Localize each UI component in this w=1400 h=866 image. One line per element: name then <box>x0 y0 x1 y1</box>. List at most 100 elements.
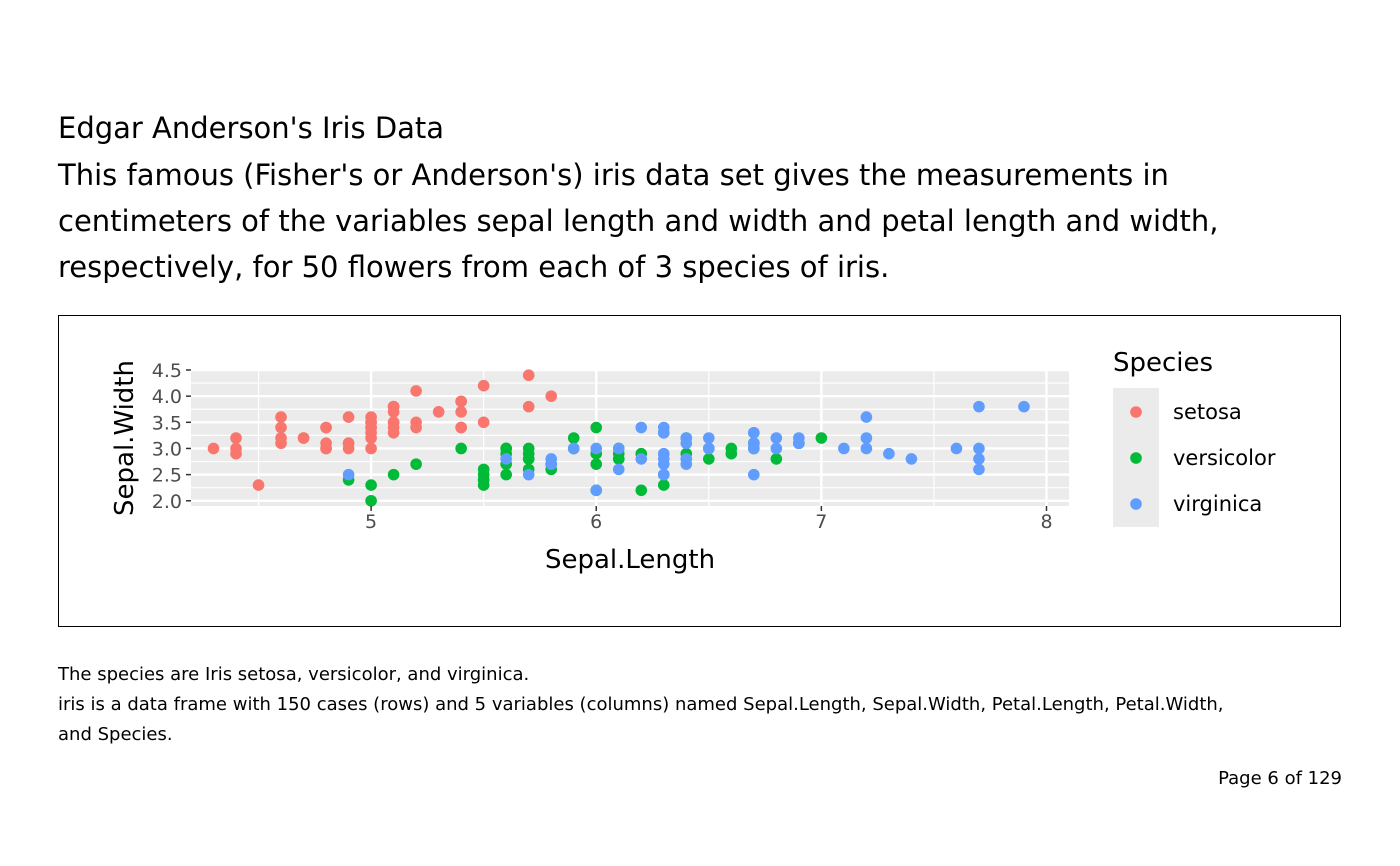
point-setosa <box>342 411 355 423</box>
point-setosa <box>230 442 242 455</box>
point-virginica <box>635 421 648 434</box>
legend-key-versicolor <box>1130 452 1142 464</box>
point-setosa <box>320 421 332 434</box>
point-virginica <box>973 400 985 413</box>
point-setosa <box>387 421 400 434</box>
point-virginica <box>860 432 873 444</box>
major-gridlines <box>191 368 1069 506</box>
y-tick-label: 2.5 <box>152 465 182 487</box>
point-virginica <box>883 447 895 460</box>
y-axis: 2.0 2.5 3.0 3.5 4.0 4.5 <box>152 360 191 513</box>
plot-panel <box>191 370 1069 506</box>
description: This famous (Fisher's or Anderson's) iri… <box>58 152 1378 290</box>
point-virginica <box>680 453 693 465</box>
y-tick-label: 4.5 <box>152 360 182 382</box>
point-versicolor <box>522 453 535 465</box>
note-line: and Species. <box>58 724 173 745</box>
point-virginica <box>635 453 648 465</box>
point-setosa <box>252 479 265 491</box>
note-line: The species are Iris setosa, versicolor,… <box>58 664 530 685</box>
point-setosa <box>455 406 467 418</box>
point-setosa <box>365 426 377 439</box>
x-tick-label: 5 <box>365 511 377 533</box>
legend-key-virginica <box>1130 498 1142 510</box>
point-virginica <box>680 437 693 450</box>
y-tick-label: 2.0 <box>152 491 182 513</box>
point-versicolor <box>657 479 670 491</box>
point-setosa <box>275 411 287 423</box>
point-versicolor <box>410 458 422 470</box>
point-setosa <box>365 442 377 455</box>
point-versicolor <box>702 453 715 465</box>
point-versicolor <box>567 432 580 444</box>
chart-frame: 5 6 7 8 2.0 2.5 3.0 3.5 4.0 4.5 Sepal.Length Sep… <box>58 315 1341 627</box>
description-line: respectively, for 50 flowers from each o… <box>58 250 890 284</box>
legend-title: Species <box>1113 348 1213 378</box>
description-line: centimeters of the variables sepal lengt… <box>58 204 1219 238</box>
point-versicolor <box>590 421 603 434</box>
point-versicolor <box>500 468 512 481</box>
point-versicolor <box>455 442 467 455</box>
data-points <box>207 369 1030 507</box>
point-setosa <box>207 442 220 455</box>
point-versicolor <box>815 432 828 444</box>
point-setosa <box>275 421 287 434</box>
point-virginica <box>748 442 760 455</box>
point-versicolor <box>612 453 625 465</box>
point-setosa <box>297 432 310 444</box>
x-tick-label: 7 <box>815 511 827 533</box>
point-versicolor <box>365 479 377 491</box>
x-tick-label: 6 <box>590 511 602 533</box>
point-setosa <box>432 406 445 418</box>
legend-key-setosa <box>1130 406 1142 418</box>
y-tick-label: 4.0 <box>152 386 182 408</box>
point-virginica <box>590 442 603 455</box>
point-virginica <box>838 442 850 455</box>
point-virginica <box>567 442 580 455</box>
point-virginica <box>590 484 603 497</box>
point-virginica <box>522 468 535 481</box>
page-number: Page 6 of 129 <box>1218 768 1342 789</box>
point-setosa <box>342 437 355 450</box>
y-axis-label: Sepal.Width <box>110 360 140 516</box>
point-virginica <box>770 442 783 455</box>
point-virginica <box>702 432 715 444</box>
notes: The species are Iris setosa, versicolor,… <box>58 660 1224 750</box>
point-setosa <box>365 416 377 429</box>
point-versicolor <box>477 463 490 476</box>
point-virginica <box>1018 400 1030 413</box>
point-setosa <box>410 385 422 397</box>
point-virginica <box>702 442 715 455</box>
point-setosa <box>410 421 422 434</box>
legend-items: setosa versicolor virginica <box>1130 400 1276 516</box>
x-tick-label: 8 <box>1040 511 1052 533</box>
point-versicolor <box>365 494 377 507</box>
legend: Species setosa versicolor virginica <box>1113 348 1276 527</box>
point-virginica <box>770 432 783 444</box>
legend-label-setosa: setosa <box>1173 400 1242 424</box>
point-virginica <box>860 442 873 455</box>
point-virginica <box>748 426 760 439</box>
point-versicolor <box>590 458 603 470</box>
note-line: iris is a data frame with 150 cases (row… <box>58 694 1224 715</box>
x-axis-label: Sepal.Length <box>545 545 715 575</box>
legend-label-versicolor: versicolor <box>1173 446 1276 470</box>
point-virginica <box>973 463 985 476</box>
x-axis: 5 6 7 8 <box>365 506 1053 533</box>
point-virginica <box>612 463 625 476</box>
y-tick-label: 3.0 <box>152 438 182 460</box>
point-setosa <box>455 395 467 408</box>
point-setosa <box>387 400 400 413</box>
point-virginica <box>860 411 873 423</box>
point-virginica <box>905 453 918 465</box>
point-virginica <box>793 437 805 450</box>
point-virginica <box>342 468 355 481</box>
point-virginica <box>657 421 670 434</box>
point-setosa <box>275 432 287 444</box>
point-setosa <box>230 432 242 444</box>
description-line: This famous (Fisher's or Anderson's) iri… <box>58 158 1169 192</box>
minor-gridlines <box>191 370 1069 506</box>
point-setosa <box>455 421 467 434</box>
point-virginica <box>973 442 985 455</box>
point-virginica <box>612 442 625 455</box>
